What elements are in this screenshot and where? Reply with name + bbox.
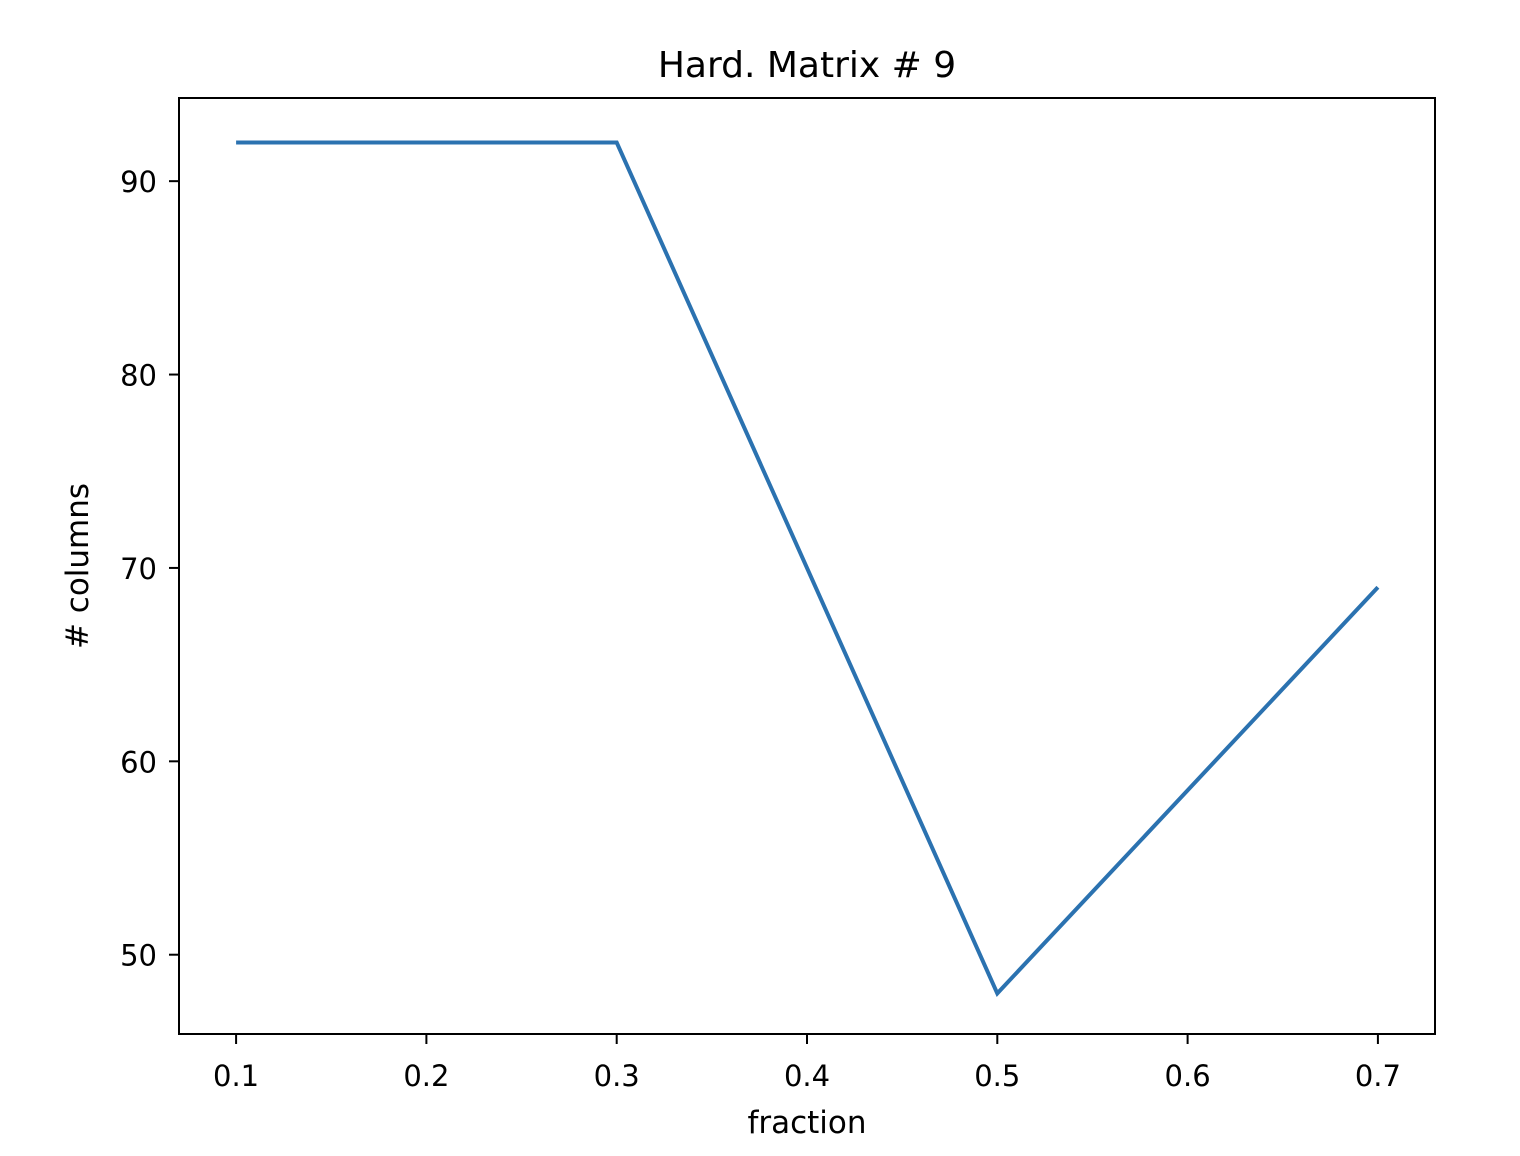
chart-title: Hard. Matrix # 9 bbox=[658, 45, 956, 86]
y-tick-label: 60 bbox=[120, 745, 157, 779]
x-tick-label: 0.7 bbox=[1355, 1059, 1401, 1093]
x-tick-label: 0.2 bbox=[403, 1059, 449, 1093]
x-tick-label: 0.1 bbox=[213, 1059, 259, 1093]
x-tick-label: 0.4 bbox=[784, 1059, 830, 1093]
plot-frame bbox=[178, 97, 1436, 1035]
y-tick-label: 70 bbox=[120, 552, 157, 586]
x-tick-label: 0.6 bbox=[1165, 1059, 1211, 1093]
y-axis-ticks: 50 60 70 80 90 bbox=[120, 165, 179, 973]
y-tick-label: 90 bbox=[120, 165, 157, 199]
x-axis-ticks: 0.1 0.2 0.3 0.4 0.5 0.6 0.7 bbox=[213, 1034, 1401, 1093]
x-tick-label: 0.5 bbox=[974, 1059, 1020, 1093]
series-layer bbox=[236, 140, 1380, 997]
x-tick-label: 0.3 bbox=[594, 1059, 640, 1093]
y-axis-label: # columns bbox=[60, 483, 96, 649]
y-tick-label: 80 bbox=[120, 359, 157, 393]
series-line bbox=[236, 140, 1380, 997]
x-axis-label: fraction bbox=[747, 1105, 866, 1141]
y-tick-label: 50 bbox=[120, 939, 157, 973]
